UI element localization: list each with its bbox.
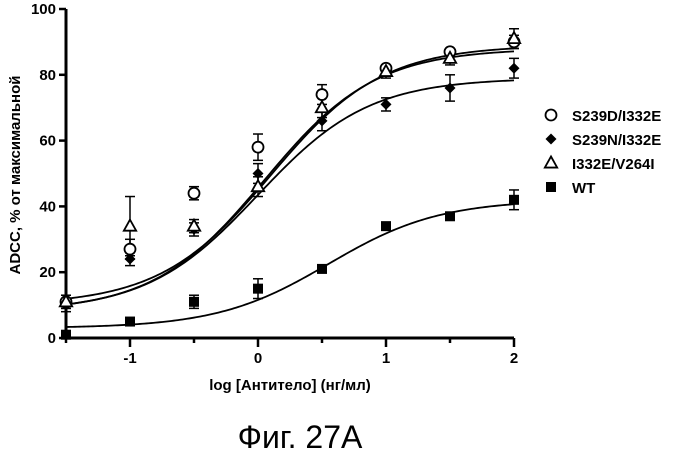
x-ticks: -1 0 1 2 (66, 338, 518, 367)
data-point (124, 220, 136, 231)
fit-curve (66, 80, 514, 304)
x-tick-label: 1 (382, 350, 390, 367)
data-point (61, 330, 71, 340)
legend-label: S239N/I332E (572, 132, 661, 149)
error-bars (61, 29, 519, 338)
data-point (317, 89, 328, 100)
data-points (60, 32, 520, 340)
data-point (125, 244, 136, 255)
x-tick-label: 0 (254, 350, 262, 367)
y-axis-title: ADCC, % от максимальной (7, 75, 24, 274)
data-point (381, 221, 391, 231)
y-tick-label: 20 (39, 264, 56, 281)
legend-marker (546, 182, 556, 192)
legend-marker (546, 110, 557, 121)
y-tick-label: 40 (39, 198, 56, 215)
legend-label: I332E/V264I (572, 156, 655, 173)
figure-caption: Фиг. 27А (238, 419, 363, 454)
plot-area: 0 20 40 60 80 100 -1 0 1 2 (31, 1, 520, 367)
data-point (189, 188, 200, 199)
data-point (189, 297, 199, 307)
x-tick-label: -1 (123, 350, 136, 367)
data-point (509, 195, 519, 205)
data-point (445, 211, 455, 221)
data-point (253, 284, 263, 294)
x-tick-label: 2 (510, 350, 518, 367)
y-tick-label: 60 (39, 133, 56, 150)
legend: S239D/I332E S239N/I332E I332E/V264I WT (545, 108, 661, 197)
data-point (317, 264, 327, 274)
data-point (125, 317, 135, 327)
legend-label: S239D/I332E (572, 108, 661, 125)
data-point (509, 63, 520, 74)
x-axis-title: log [Антитело] (нг/мл) (209, 377, 371, 394)
data-point (316, 101, 328, 112)
y-tick-label: 80 (39, 67, 56, 84)
data-point (253, 142, 264, 153)
legend-marker (545, 157, 557, 168)
y-tick-label: 100 (31, 1, 56, 18)
y-tick-label: 0 (48, 330, 56, 347)
legend-label: WT (572, 180, 595, 197)
y-ticks: 0 20 40 60 80 100 (31, 1, 66, 347)
legend-marker (546, 134, 557, 145)
data-point (188, 220, 200, 231)
